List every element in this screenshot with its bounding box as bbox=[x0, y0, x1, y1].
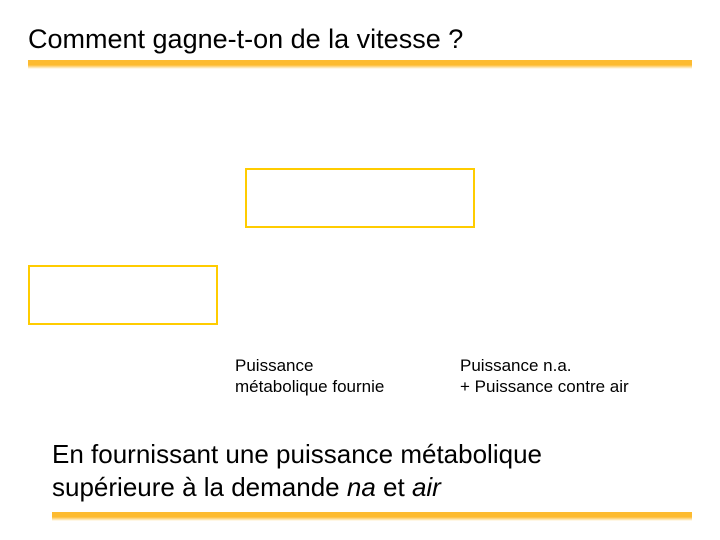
conclusion-line2-mid: et bbox=[376, 472, 412, 502]
caption-right-line2: + Puissance contre air bbox=[460, 377, 629, 396]
conclusion-line1: En fournissant une puissance métabolique bbox=[52, 439, 542, 469]
conclusion-italic-na: na bbox=[347, 472, 376, 502]
caption-left-line1: Puissance bbox=[235, 356, 313, 375]
placeholder-box-lower bbox=[28, 265, 218, 325]
conclusion-line2-prefix: supérieure à la demande bbox=[52, 472, 347, 502]
caption-left-line2: métabolique fournie bbox=[235, 377, 384, 396]
title-highlight bbox=[28, 60, 692, 69]
caption-right: Puissance n.a. + Puissance contre air bbox=[460, 355, 690, 398]
conclusion-text: En fournissant une puissance métabolique… bbox=[52, 438, 692, 503]
caption-right-line1: Puissance n.a. bbox=[460, 356, 572, 375]
caption-left: Puissance métabolique fournie bbox=[235, 355, 425, 398]
placeholder-box-upper bbox=[245, 168, 475, 228]
slide-title: Comment gagne-t-on de la vitesse ? bbox=[28, 24, 463, 55]
conclusion-highlight bbox=[52, 512, 692, 521]
conclusion-italic-air: air bbox=[412, 472, 441, 502]
